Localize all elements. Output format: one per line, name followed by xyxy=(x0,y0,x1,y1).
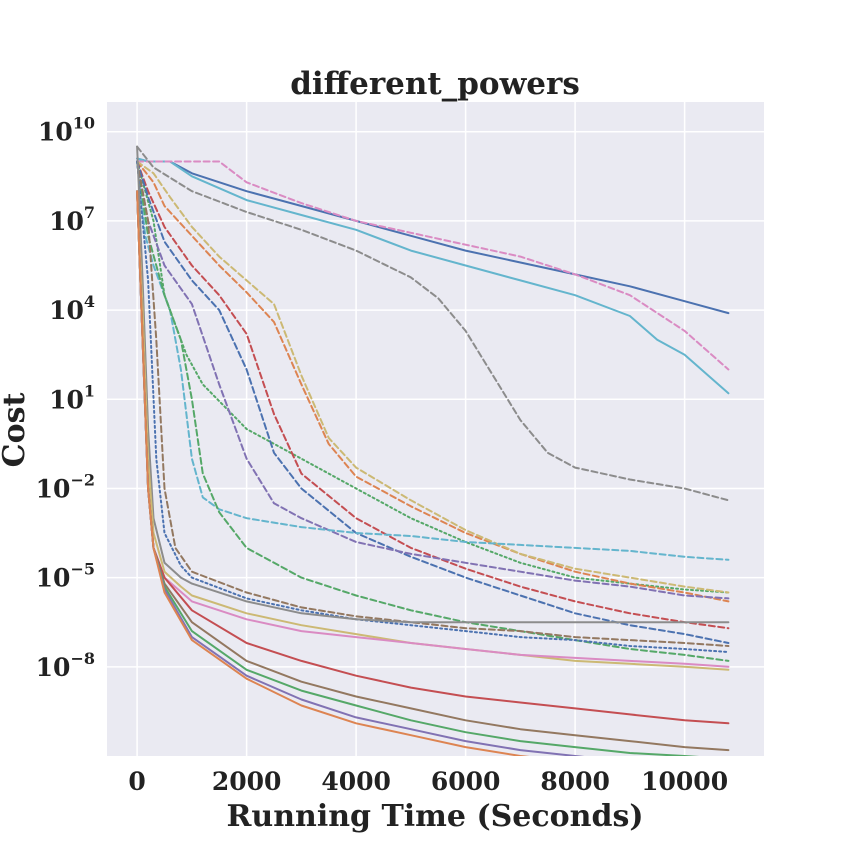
y-tick-label: 10−2 xyxy=(36,470,95,503)
y-tick-exponent: 10 xyxy=(73,114,95,133)
y-tick-base: 10 xyxy=(36,653,71,682)
y-tick-exponent: 1 xyxy=(84,381,95,400)
y-tick-exponent: 4 xyxy=(84,292,95,311)
series-line-6 xyxy=(136,160,730,603)
y-tick-base: 10 xyxy=(38,118,73,147)
y-tick-exponent: 7 xyxy=(84,203,95,222)
y-tick-base: 10 xyxy=(36,474,71,503)
x-tick-label: 2000 xyxy=(212,767,282,796)
series-line-7 xyxy=(136,160,730,594)
series-line-3 xyxy=(136,160,730,371)
y-axis-label: Cost xyxy=(0,393,32,468)
y-tick-label: 101 xyxy=(49,381,95,414)
y-tick-base: 10 xyxy=(49,296,84,325)
y-tick-label: 104 xyxy=(49,292,95,325)
x-tick-label: 10000 xyxy=(641,767,728,796)
series-line-2 xyxy=(136,157,730,395)
y-tick-exponent: −5 xyxy=(70,560,95,579)
y-tick-label: 1010 xyxy=(38,114,95,147)
y-tick-base: 10 xyxy=(49,207,84,236)
x-tick-label: 8000 xyxy=(540,767,610,796)
x-tick-label: 6000 xyxy=(431,767,501,796)
y-tick-base: 10 xyxy=(36,564,71,593)
x-tick-label: 0 xyxy=(128,767,145,796)
series-line-12 xyxy=(136,160,730,662)
x-tick-labels: 0 2000 4000 6000 8000 10000 xyxy=(128,767,728,796)
y-tick-base: 10 xyxy=(49,385,84,414)
y-tick-label: 10−5 xyxy=(36,560,95,593)
x-tick-label: 4000 xyxy=(321,767,391,796)
plot-area xyxy=(107,102,764,756)
chart-title: different_powers xyxy=(290,66,580,102)
y-tick-exponent: −8 xyxy=(70,649,95,668)
y-tick-exponent: −2 xyxy=(70,470,95,489)
x-axis-label: Running Time (Seconds) xyxy=(226,799,643,834)
series-line-13 xyxy=(136,160,730,647)
series-line-16 xyxy=(136,190,730,671)
series-line-15 xyxy=(136,145,730,624)
series-group xyxy=(136,145,730,756)
y-tick-label: 107 xyxy=(49,203,95,236)
series-line-22 xyxy=(136,190,530,756)
series-line-14 xyxy=(136,160,730,653)
series-line-8 xyxy=(136,160,730,630)
grid xyxy=(107,102,764,756)
y-tick-label: 10−8 xyxy=(36,649,95,682)
series-line-4 xyxy=(136,145,730,502)
series-line-9 xyxy=(136,160,730,644)
